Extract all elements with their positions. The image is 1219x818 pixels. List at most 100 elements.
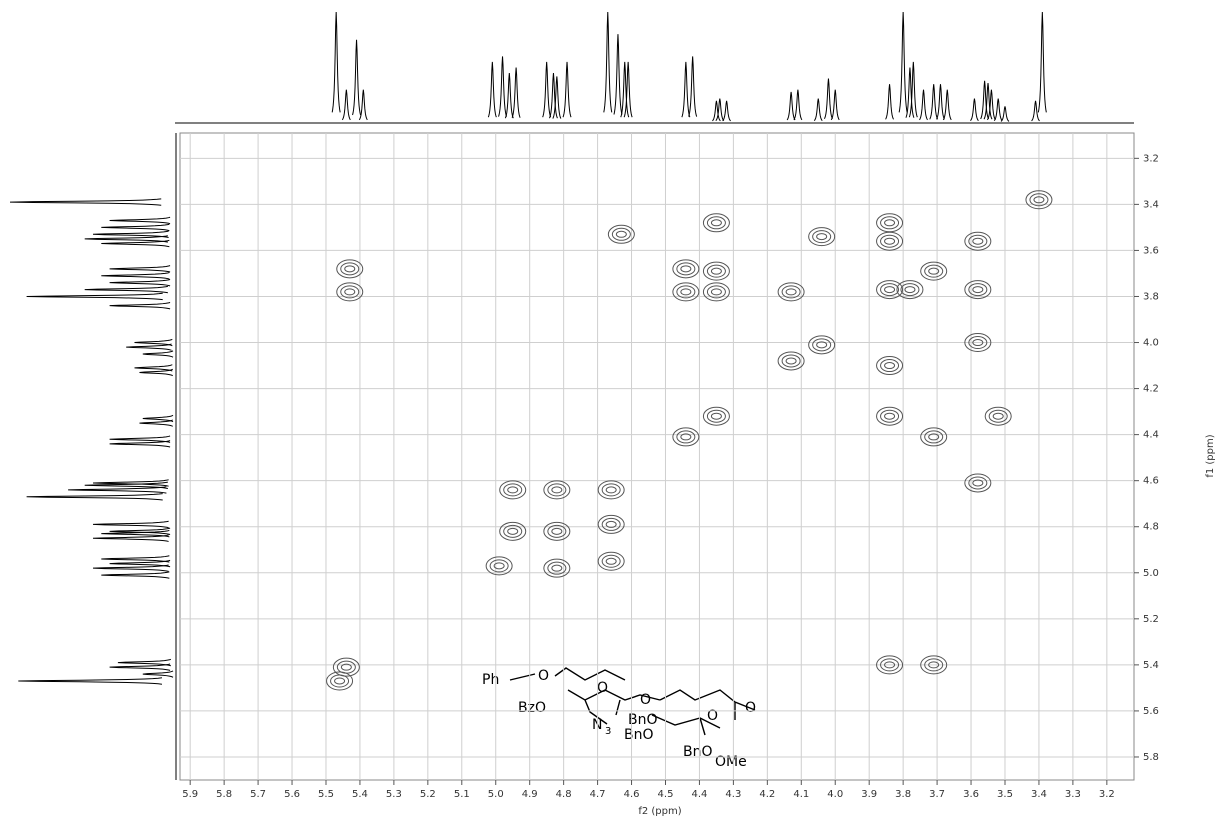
contour-ring: [601, 554, 621, 568]
left-peak: [142, 350, 174, 358]
x-tick-label: 5.6: [284, 789, 300, 800]
x-tick-label: 4.8: [556, 789, 572, 800]
cross-peak: [336, 259, 364, 279]
cross-peak: [964, 280, 992, 300]
top-peak: [498, 56, 508, 117]
left-peak: [109, 440, 171, 448]
x-tick-label: 4.5: [658, 789, 674, 800]
left-peak: [92, 564, 169, 572]
contour-ring: [884, 362, 896, 370]
cross-peak: [702, 261, 730, 281]
cross-peak: [808, 335, 836, 355]
structure-label: BzO: [518, 700, 546, 716]
contour-ring: [710, 288, 722, 296]
left-peak: [92, 479, 169, 487]
x-tick-label: 4.3: [725, 789, 741, 800]
left-peak: [101, 571, 170, 579]
contour-ring: [880, 234, 900, 248]
top-peak: [1037, 11, 1047, 113]
top-peak: [603, 11, 613, 113]
contour-ring: [503, 483, 523, 497]
cross-peak: [702, 282, 730, 302]
contour-ring: [964, 333, 992, 353]
x-tick-label: 3.2: [1099, 789, 1115, 800]
top-peak: [613, 34, 623, 115]
x-tick-label: 3.8: [895, 789, 911, 800]
cross-peak: [964, 333, 992, 353]
left-peak: [109, 302, 171, 310]
contour-ring: [1029, 193, 1049, 207]
contour-ring: [489, 559, 509, 573]
cross-peak: [964, 473, 992, 493]
top-peak: [986, 89, 996, 121]
x-tick-label: 4.1: [793, 789, 809, 800]
cross-peak: [499, 521, 527, 541]
left-peak: [101, 239, 170, 248]
contour-ring: [680, 265, 692, 273]
x-tick-label: 3.6: [963, 789, 979, 800]
top-peak: [715, 98, 725, 121]
top-peak: [898, 11, 908, 113]
x-tick-label: 5.8: [216, 789, 232, 800]
top-peak: [562, 61, 572, 118]
contour-ring: [597, 514, 625, 534]
x-tick-label: 5.7: [250, 789, 266, 800]
x-tick-label: 3.3: [1065, 789, 1081, 800]
top-peak: [830, 89, 840, 121]
structure-label: Ph: [482, 672, 499, 688]
cross-peak: [984, 406, 1012, 426]
left-peak: [109, 278, 171, 287]
contour-ring: [340, 663, 352, 671]
top-peak: [980, 80, 990, 120]
top-peak: [983, 82, 993, 120]
contour-ring: [605, 486, 617, 494]
contour-ring: [968, 283, 988, 297]
contour-ring: [781, 285, 801, 299]
contour-ring: [499, 480, 527, 500]
cross-peak: [499, 480, 527, 500]
x-tick-label: 5.9: [182, 789, 198, 800]
cross-peak: [777, 282, 805, 302]
contour-ring: [876, 280, 904, 300]
contour-ring: [920, 655, 948, 675]
contour-ring: [812, 230, 832, 244]
cross-peak: [672, 427, 700, 447]
top-peak: [487, 61, 497, 118]
contour-ring: [984, 406, 1012, 426]
contour-ring: [920, 261, 948, 281]
top-peak: [331, 11, 341, 113]
x-axis-label: f2 (ppm): [638, 806, 681, 817]
contour-ring: [876, 406, 904, 426]
contour-ring: [499, 521, 527, 541]
cross-peak: [607, 224, 635, 244]
cross-peak: [672, 259, 700, 279]
y-tick-label: 4.2: [1143, 384, 1159, 395]
contour-ring: [924, 264, 944, 278]
top-peak: [341, 89, 351, 121]
contour-ring: [710, 219, 722, 227]
contour-ring: [876, 356, 904, 376]
contour-ring: [702, 261, 730, 281]
left-peak: [84, 235, 168, 243]
contour-ring: [702, 282, 730, 302]
top-peak: [688, 56, 698, 117]
contour-ring: [336, 259, 364, 279]
contour-ring: [896, 280, 924, 300]
top-peak: [623, 61, 633, 118]
left-peak: [101, 223, 170, 232]
contour-ring: [680, 433, 692, 441]
top-peak: [936, 84, 945, 120]
contour-ring: [972, 479, 984, 487]
contour-ring: [928, 267, 940, 275]
cross-peak: [876, 213, 904, 233]
structure-label: OMe: [715, 754, 747, 770]
contour-ring: [702, 406, 730, 426]
x-tick-label: 5.1: [454, 789, 470, 800]
contour-ring: [326, 671, 354, 691]
contour-ring: [672, 282, 700, 302]
y-tick-label: 4.6: [1143, 476, 1159, 487]
cross-peak: [876, 280, 904, 300]
top-peak: [1000, 106, 1010, 122]
left-peak: [68, 486, 167, 494]
